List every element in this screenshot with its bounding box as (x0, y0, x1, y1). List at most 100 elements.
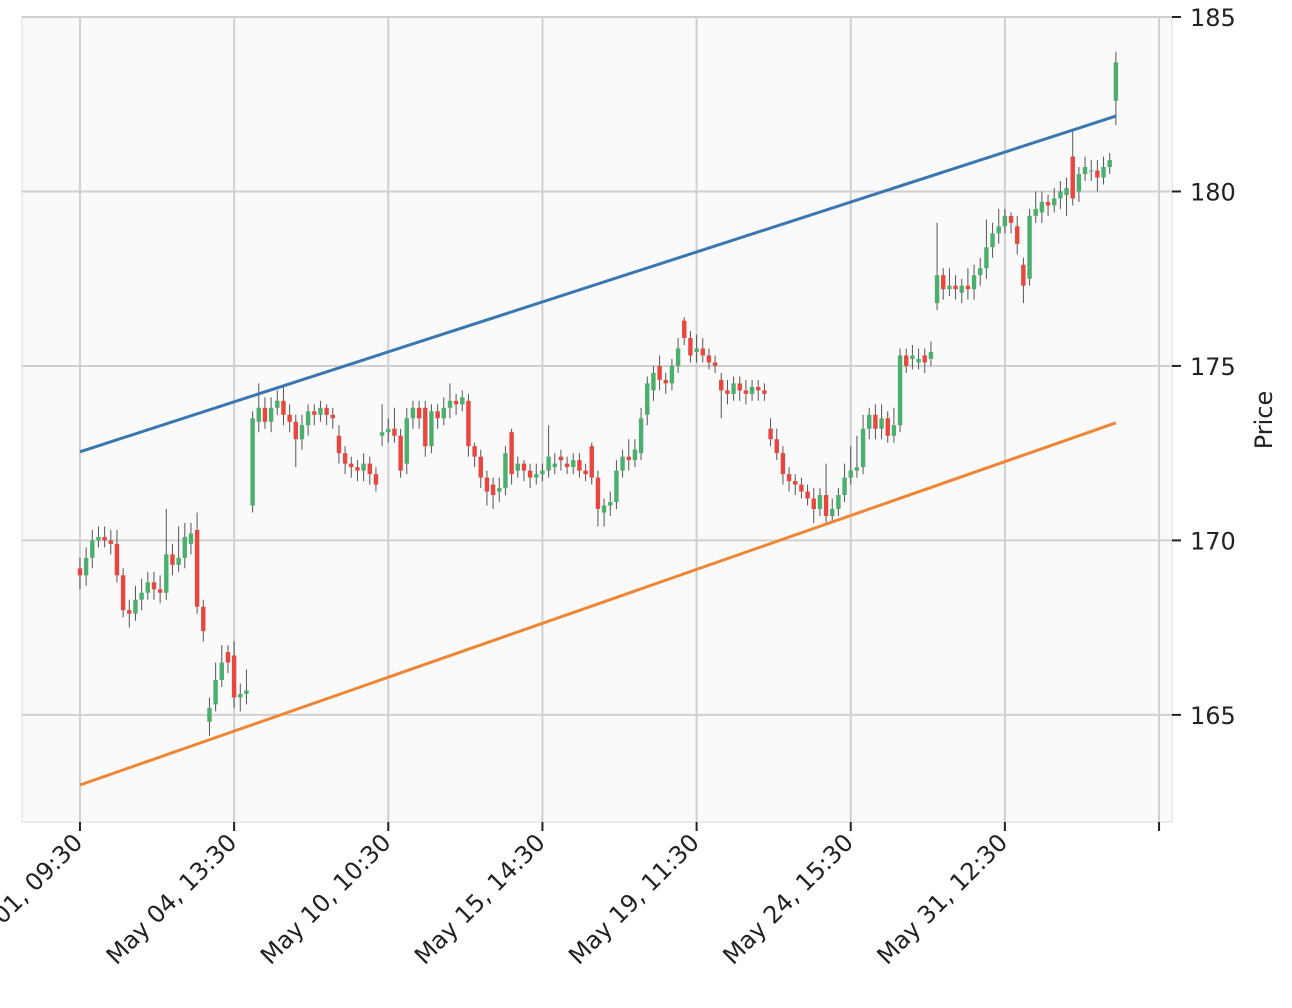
candle-body (182, 536, 187, 558)
trend-line (79, 421, 1117, 787)
candle-body (1076, 174, 1082, 192)
candle-body (756, 386, 761, 391)
candle-body (743, 390, 749, 394)
candle-body (244, 690, 249, 694)
candle-body (410, 407, 416, 419)
candle-body (688, 338, 693, 356)
candle-body (1027, 215, 1032, 279)
candle-body (996, 226, 1001, 234)
candle-body (675, 348, 681, 366)
candle-body (194, 529, 200, 607)
candle-body (823, 495, 829, 516)
candle-body (879, 418, 884, 429)
candle-body (842, 477, 847, 496)
candle-body (1089, 170, 1094, 172)
candle-body (786, 474, 792, 482)
candle-body (620, 456, 625, 471)
y-axis-label: Price (1250, 391, 1278, 450)
candle-body (601, 505, 607, 513)
candle-body (287, 414, 292, 422)
candle-body (867, 414, 872, 429)
candle-body (595, 477, 601, 510)
candle-body (1033, 208, 1038, 216)
candle-body (762, 390, 767, 394)
candle-body (799, 484, 804, 492)
candle-body (731, 383, 736, 394)
candle-body (669, 365, 675, 384)
candle-body (404, 418, 409, 464)
candle-body (120, 575, 126, 611)
candle-body (83, 557, 89, 576)
candle-body (367, 463, 372, 475)
candle-body (682, 320, 687, 339)
candle-body (1101, 167, 1106, 178)
candle-body (546, 456, 551, 471)
candle-body (910, 355, 915, 359)
candle-body (904, 355, 909, 366)
candle-body (330, 414, 335, 419)
candle-body (416, 407, 422, 419)
candle-body (891, 425, 897, 436)
candle-body (441, 407, 446, 419)
candle-body (299, 425, 305, 440)
candle-body (1039, 201, 1045, 213)
candle-body (521, 463, 527, 471)
candle-body (423, 407, 428, 447)
candle-body (472, 446, 477, 457)
candle-body (386, 428, 391, 433)
candle-body (379, 432, 385, 436)
trend-line (79, 114, 1117, 454)
candle-body (484, 477, 490, 492)
candle-body (114, 543, 120, 576)
candle-body (990, 233, 995, 248)
candle-body (490, 484, 496, 496)
candle-body (941, 275, 946, 290)
x-tick-label: May 19, 11:30 (563, 828, 705, 970)
candle-body (361, 463, 366, 471)
candle-body (916, 358, 921, 363)
candle-body (1107, 160, 1112, 168)
candle-body (830, 509, 835, 516)
candle-body (336, 435, 342, 454)
candle-body (497, 488, 502, 492)
candle-body (349, 463, 354, 468)
candle-body (638, 418, 644, 454)
candle-body (860, 428, 866, 468)
candle-body (1113, 62, 1119, 101)
candle-body (188, 533, 194, 544)
candle-body (447, 400, 453, 408)
x-tick-label: May 24, 15:30 (717, 828, 859, 970)
candle-body (768, 428, 773, 440)
candle-body (201, 606, 206, 632)
candle-body (737, 383, 742, 391)
candle-body (355, 467, 360, 471)
candle-body (503, 453, 508, 489)
candle-body (318, 407, 323, 415)
candle-body (959, 285, 964, 293)
candle-body (435, 411, 440, 419)
candle-body (145, 582, 150, 593)
candle-body (953, 285, 958, 290)
candle-body (293, 421, 298, 440)
candle-body (978, 268, 983, 276)
candle-body (170, 554, 175, 565)
candle-body (645, 383, 650, 415)
candle-body (780, 453, 786, 475)
y-tick-label: 165 (1190, 702, 1236, 730)
candle-body (225, 652, 231, 663)
candle-body (1002, 215, 1008, 227)
candle-body (509, 432, 514, 475)
candle-body (90, 540, 95, 558)
candle-body (632, 449, 638, 461)
candle-body (694, 348, 699, 352)
candle-body (583, 470, 588, 475)
candle-body (928, 351, 934, 359)
candle-body (256, 407, 261, 422)
candle-body (873, 414, 878, 429)
candle-body (1052, 198, 1057, 206)
candle-body (324, 407, 329, 415)
candle-body (712, 362, 718, 366)
candle-body (453, 400, 459, 405)
y-tick-label: 175 (1190, 353, 1236, 381)
x-tick-label: May 04, 13:30 (101, 828, 243, 970)
